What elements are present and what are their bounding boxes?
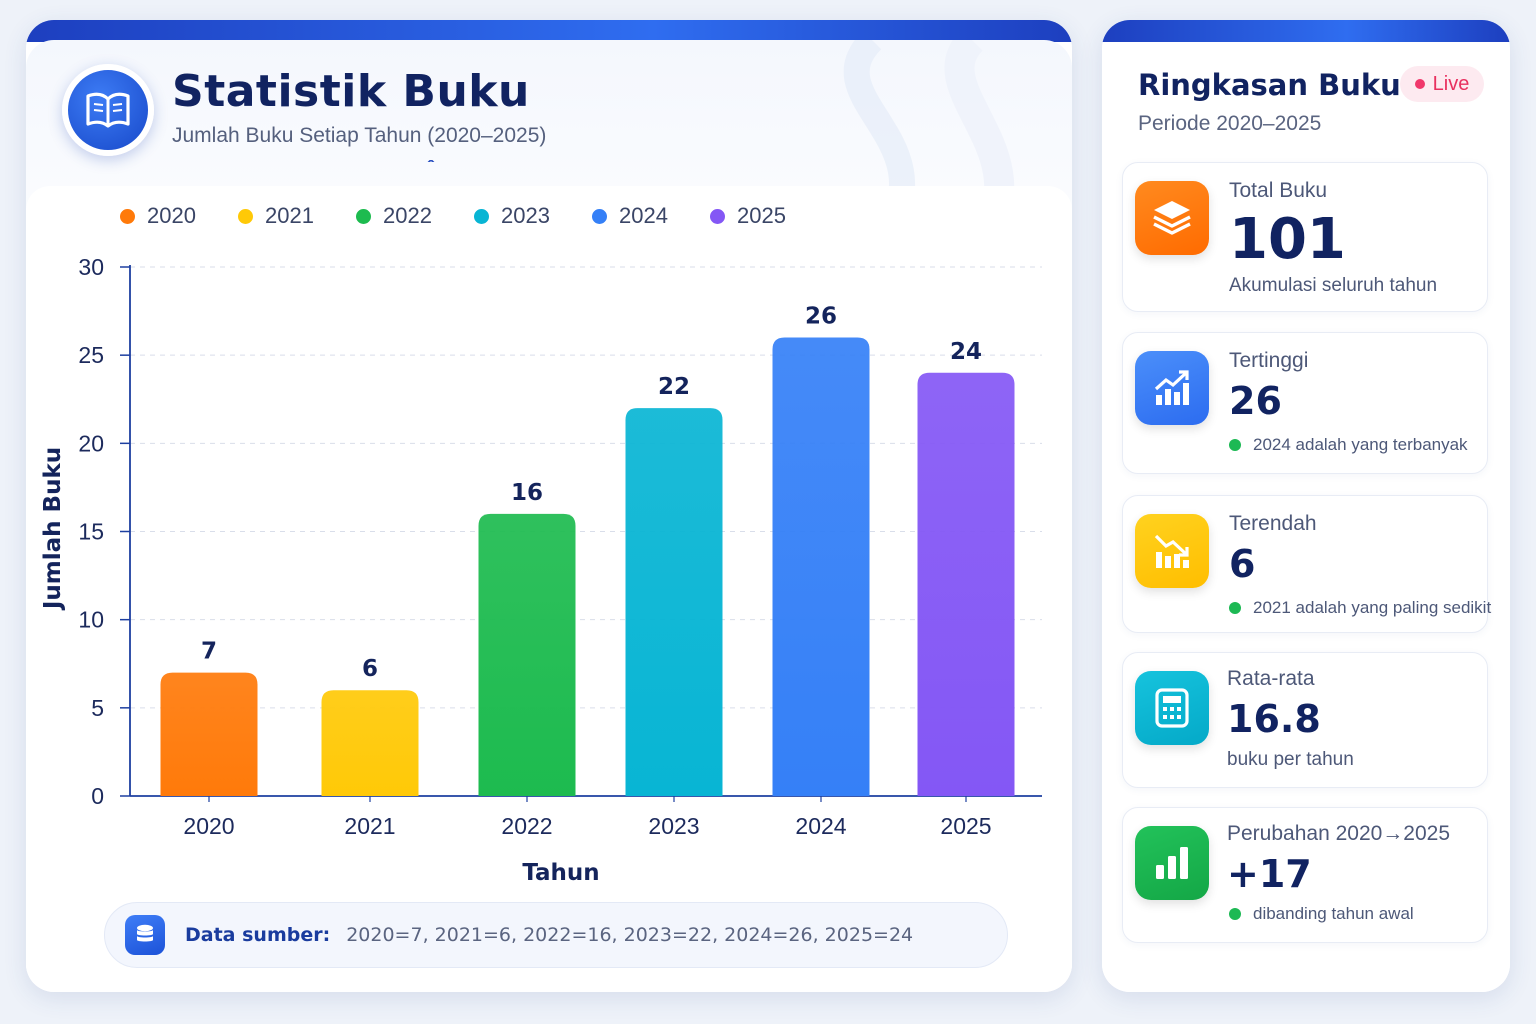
stat-note-average: buku per tahun xyxy=(1227,749,1354,770)
legend-label: 2025 xyxy=(737,203,786,228)
stat-card-lowest: Terendah 6 2021 adalah yang paling sedik… xyxy=(1122,495,1491,633)
live-badge: Live xyxy=(1400,66,1484,102)
stat-note-highest-text: 2024 adalah yang terbanyak xyxy=(1253,435,1468,454)
chart-card: Statistik Buku Jumlah Buku Setiap Tahun … xyxy=(26,20,1072,992)
legend-label: 2023 xyxy=(501,203,550,228)
stat-note-total: Akumulasi seluruh tahun xyxy=(1229,275,1438,296)
legend-label: 2021 xyxy=(265,203,314,228)
y-tick-label: 10 xyxy=(78,607,104,633)
green-dot-icon xyxy=(1229,908,1241,920)
bar-value-label: 16 xyxy=(511,480,543,506)
layers-icon xyxy=(1135,181,1209,255)
live-dot-icon xyxy=(1414,79,1425,89)
database-icon xyxy=(125,915,165,955)
legend-dot-icon xyxy=(120,208,135,224)
y-tick-label: 30 xyxy=(78,254,104,280)
x-tick-label: 2022 xyxy=(501,813,552,839)
legend-dot-icon xyxy=(710,208,725,224)
bar-2022 xyxy=(478,513,576,796)
x-tick-label: 2021 xyxy=(344,813,395,839)
stat-value-lowest: 6 xyxy=(1229,542,1256,586)
bar-value-label: 22 xyxy=(658,374,690,400)
data-source-bar: Data sumber: 2020=7, 2021=6, 2022=16, 20… xyxy=(104,902,1008,968)
stat-card-total: Total Buku 101 Akumulasi seluruh tahun xyxy=(1122,162,1488,312)
live-badge-label: Live xyxy=(1432,72,1470,95)
bar-chart-icon xyxy=(1135,826,1209,900)
y-tick-label: 15 xyxy=(78,519,104,545)
trending-down-icon xyxy=(1135,514,1209,588)
stat-value-total: 101 xyxy=(1229,207,1346,272)
summary-title: Ringkasan Buku xyxy=(1138,68,1401,102)
trending-up-icon xyxy=(1135,351,1209,425)
y-tick-label: 20 xyxy=(78,430,104,456)
stat-note-lowest: 2021 adalah yang paling sedikit xyxy=(1229,598,1491,618)
stat-card-highest: Tertinggi 26 2024 adalah yang terbanyak xyxy=(1122,332,1488,474)
legend-dot-icon xyxy=(238,208,253,224)
summary-card: Ringkasan Buku Periode 2020–2025 Live To… xyxy=(1102,20,1510,992)
stat-label-average: Rata-rata xyxy=(1227,667,1315,690)
stat-value-highest: 26 xyxy=(1229,379,1282,423)
page-title: Statistik Buku xyxy=(172,66,530,117)
legend-label: 2022 xyxy=(383,203,432,228)
stat-card-average: Rata-rata 16.8 buku per tahun xyxy=(1122,652,1488,788)
stat-note-lowest-text: 2021 adalah yang paling sedikit xyxy=(1253,598,1492,617)
y-tick-label: 0 xyxy=(91,783,104,809)
y-axis-title: Jumlah Buku xyxy=(40,447,66,611)
bar-value-label: 7 xyxy=(201,639,217,665)
y-tick-label: 5 xyxy=(91,695,104,721)
legend-item-2024: 2024 xyxy=(592,203,710,229)
legend-item-2021: 2021 xyxy=(238,203,356,229)
legend-item-2020: 2020 xyxy=(120,203,238,229)
stat-note-highest: 2024 adalah yang terbanyak xyxy=(1229,435,1468,455)
bar-chart: 0510152025307202062021162022222023262024… xyxy=(40,254,1042,886)
green-dot-icon xyxy=(1229,602,1241,614)
calculator-icon xyxy=(1135,671,1209,745)
chart-legend: 2020 2021 2022 2023 2024 2025 xyxy=(120,203,828,229)
legend-label: 2024 xyxy=(619,203,668,228)
green-dot-icon xyxy=(1229,439,1241,451)
x-tick-label: 2023 xyxy=(648,813,699,839)
bar-2024 xyxy=(772,337,870,796)
x-tick-label: 2024 xyxy=(795,813,846,839)
stat-label-lowest: Terendah xyxy=(1229,512,1317,535)
legend-item-2022: 2022 xyxy=(356,203,474,229)
stat-label-total: Total Buku xyxy=(1229,179,1328,202)
x-tick-label: 2025 xyxy=(940,813,991,839)
x-tick-label: 2020 xyxy=(183,813,234,839)
book-logo xyxy=(62,64,154,156)
bar-2023 xyxy=(625,408,723,796)
stat-note-change: dibanding tahun awal xyxy=(1229,904,1414,924)
bar-2021 xyxy=(321,690,419,796)
source-text: 2020=7, 2021=6, 2022=16, 2023=22, 2024=2… xyxy=(346,924,914,946)
bar-value-label: 24 xyxy=(950,339,982,365)
page-subtitle: Jumlah Buku Setiap Tahun (2020–2025) xyxy=(172,124,547,147)
open-book-icon xyxy=(86,92,130,128)
stat-note-change-text: dibanding tahun awal xyxy=(1253,904,1414,923)
stat-label-highest: Tertinggi xyxy=(1229,349,1309,372)
stat-value-average: 16.8 xyxy=(1227,697,1321,741)
stat-value-change: +17 xyxy=(1227,852,1312,896)
bar-value-label: 6 xyxy=(362,656,378,682)
x-axis-title: Tahun xyxy=(522,860,599,886)
legend-dot-icon xyxy=(592,208,607,224)
stat-card-change: Perubahan 2020→2025 +17 dibanding tahun … xyxy=(1122,807,1488,943)
source-label: Data sumber: xyxy=(185,924,331,946)
legend-dot-icon xyxy=(356,208,371,224)
legend-label: 2020 xyxy=(147,203,196,228)
legend-item-2023: 2023 xyxy=(474,203,592,229)
legend-dot-icon xyxy=(474,208,489,224)
legend-item-2025: 2025 xyxy=(710,203,828,229)
bar-2025 xyxy=(917,372,1015,796)
bar-value-label: 26 xyxy=(805,304,837,330)
summary-period: Periode 2020–2025 xyxy=(1138,112,1322,135)
stat-label-change: Perubahan 2020→2025 xyxy=(1227,822,1451,845)
bar-2020 xyxy=(160,672,258,796)
y-tick-label: 25 xyxy=(78,342,104,368)
title-divider xyxy=(424,160,438,162)
